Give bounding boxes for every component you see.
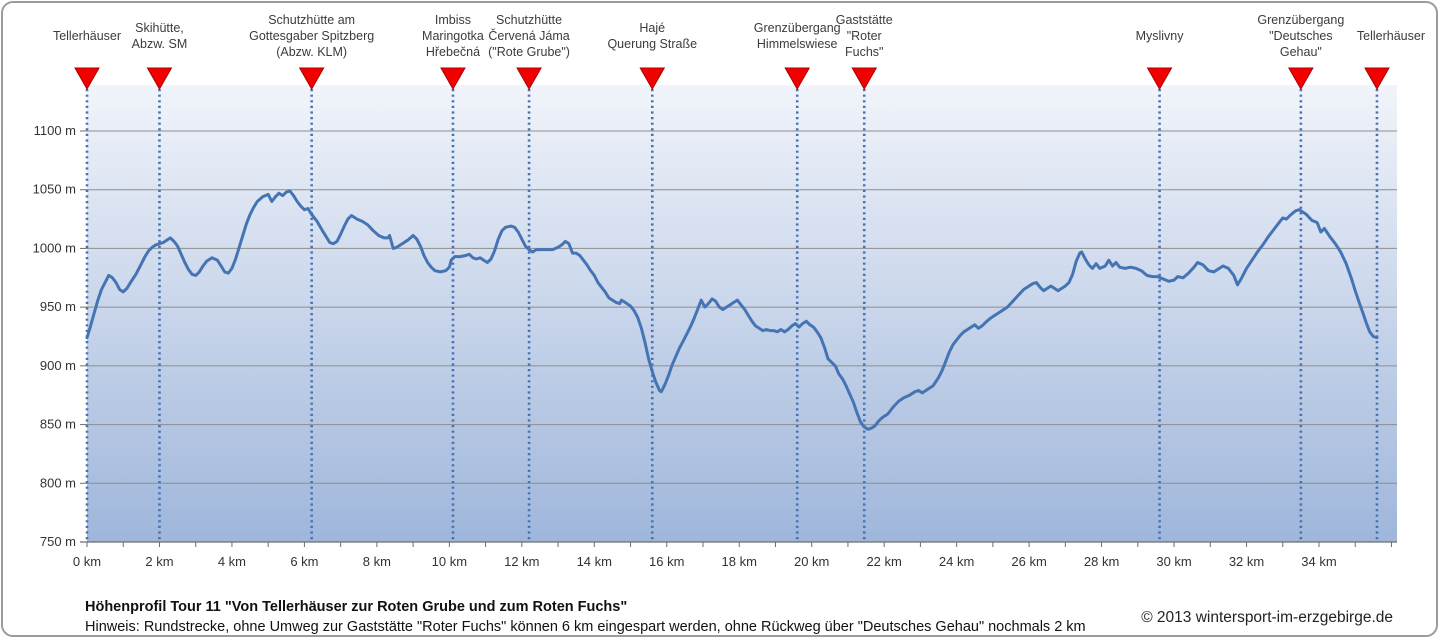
waypoint-label: ("Rote Grube") xyxy=(488,45,570,59)
waypoint-label: Schutzhütte am xyxy=(268,13,355,27)
waypoint-marker-icon xyxy=(784,67,811,91)
waypoint-label: Maringotka xyxy=(422,29,484,43)
copyright: © 2013 wintersport-im-erzgebirge.de xyxy=(1141,609,1393,626)
y-axis-label: 800 m xyxy=(40,475,76,490)
elevation-line xyxy=(85,189,1379,431)
x-axis-label: 32 km xyxy=(1229,554,1264,569)
x-axis-label: 2 km xyxy=(145,554,173,569)
waypoint-label: Grenzübergang xyxy=(754,21,841,35)
waypoint-label: Hajé xyxy=(639,21,665,35)
waypoint-label: Imbiss xyxy=(435,13,471,27)
waypoint-label: Tellerhäuser xyxy=(1357,29,1425,43)
x-axis-label: 4 km xyxy=(218,554,246,569)
waypoint-label: Abzw. SM xyxy=(132,37,188,51)
x-axis-label: 28 km xyxy=(1084,554,1119,569)
waypoint-marker-icon xyxy=(74,67,100,91)
waypoint-label: "Roter xyxy=(847,29,882,43)
waypoint-marker-icon xyxy=(851,67,878,91)
waypoint-marker-icon xyxy=(1364,67,1390,91)
waypoint-label: "Deutsches xyxy=(1269,29,1333,43)
waypoint-marker-icon xyxy=(146,67,173,91)
x-axis-label: 0 km xyxy=(73,554,101,569)
y-axis-label: 750 m xyxy=(40,534,76,549)
x-axis-label: 14 km xyxy=(577,554,612,569)
x-axis-label: 34 km xyxy=(1301,554,1336,569)
waypoint-label: Myslivny xyxy=(1136,29,1185,43)
waypoint-marker-icon xyxy=(298,67,325,91)
y-axis-label: 850 m xyxy=(40,417,76,432)
x-axis-label: 22 km xyxy=(866,554,901,569)
waypoint-label: Himmelswiese xyxy=(757,37,838,51)
waypoint-marker-icon xyxy=(639,67,666,91)
y-axis-label: 1100 m xyxy=(34,123,76,138)
x-axis-label: 8 km xyxy=(363,554,391,569)
y-axis-label: 1050 m xyxy=(33,182,76,197)
waypoint-marker-icon xyxy=(1146,67,1173,91)
y-axis-label: 950 m xyxy=(40,299,76,314)
waypoint-label: Schutzhütte xyxy=(496,13,562,27)
waypoint-label: Grenzübergang xyxy=(1257,13,1344,27)
waypoint-marker-icon xyxy=(516,67,542,91)
waypoint-label: Hřebečná xyxy=(426,45,480,59)
waypoint-label: Fuchs" xyxy=(845,45,883,59)
x-axis-label: 16 km xyxy=(649,554,684,569)
x-axis-label: 24 km xyxy=(939,554,974,569)
waypoint-label: Gottesgaber Spitzberg xyxy=(249,29,374,43)
waypoint-label: Querung Straße xyxy=(607,37,697,51)
x-axis-label: 18 km xyxy=(722,554,757,569)
waypoint-label: Gehau" xyxy=(1280,45,1322,59)
waypoint-marker-icon xyxy=(440,67,466,91)
x-axis-label: 30 km xyxy=(1156,554,1191,569)
chart-hint: Hinweis: Rundstrecke, ohne Umweg zur Gas… xyxy=(85,619,1086,635)
waypoint-label: Tellerhäuser xyxy=(53,29,121,43)
x-axis-label: 12 km xyxy=(504,554,539,569)
chart-title: Höhenprofil Tour 11 "Von Tellerhäuser zu… xyxy=(85,599,627,615)
x-axis-label: 26 km xyxy=(1011,554,1046,569)
y-axis-label: 1000 m xyxy=(33,240,76,255)
x-axis-label: 6 km xyxy=(290,554,318,569)
plot-background xyxy=(87,85,1397,542)
x-axis-label: 20 km xyxy=(794,554,829,569)
waypoint-marker-icon xyxy=(1288,67,1314,91)
y-axis-label: 900 m xyxy=(40,358,76,373)
waypoint-label: (Abzw. KLM) xyxy=(276,45,347,59)
waypoint-label: Skihütte, xyxy=(135,21,184,35)
waypoint-label: Gaststätte xyxy=(836,13,893,27)
x-axis-label: 10 km xyxy=(432,554,467,569)
waypoint-label: Červená Jáma xyxy=(488,28,569,43)
